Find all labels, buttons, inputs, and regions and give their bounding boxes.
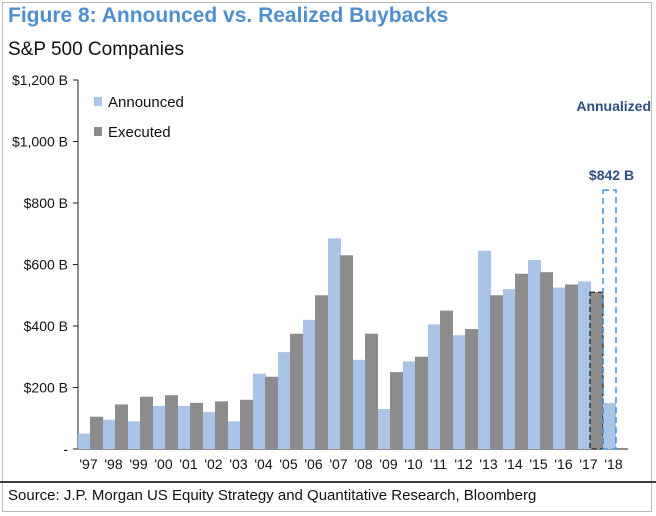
- x-tick-label: '04: [254, 456, 272, 472]
- x-tick-label: '12: [454, 456, 472, 472]
- y-tick-label: -: [63, 441, 68, 457]
- bar-announced: [353, 359, 366, 449]
- x-tick-label: '98: [104, 456, 122, 472]
- bar-executed: [515, 273, 528, 449]
- figure-subtitle: S&P 500 Companies: [8, 39, 185, 60]
- x-tick-label: '15: [529, 456, 547, 472]
- bar-executed: [240, 399, 253, 449]
- x-tick-label: '14: [504, 456, 522, 472]
- figure-title: Figure 8: Announced vs. Realized Buyback…: [8, 4, 449, 27]
- bar-announced: [253, 373, 266, 449]
- bar-announced: [553, 287, 566, 449]
- x-tick-label: '00: [154, 456, 172, 472]
- y-tick-label: $1,200 B: [12, 72, 68, 88]
- bar-announced: [278, 352, 291, 449]
- y-tick-label: $800 B: [24, 195, 68, 211]
- bar-announced: [603, 402, 616, 449]
- bar-announced: [478, 250, 491, 449]
- x-tick-label: '08: [354, 456, 372, 472]
- bar-executed-annualized: [589, 291, 604, 450]
- bar-executed: [415, 356, 428, 449]
- bar-executed: [365, 333, 378, 449]
- bar-executed: [340, 255, 353, 449]
- bar-executed: [490, 295, 503, 449]
- bar-executed: [440, 310, 453, 449]
- bar-executed: [165, 395, 178, 449]
- x-tick-label: '18: [604, 456, 622, 472]
- bar-annualized-outline: [602, 189, 617, 450]
- bar-announced: [78, 433, 91, 449]
- legend-swatch-executed: [94, 127, 102, 136]
- bar-announced: [153, 405, 166, 449]
- y-tick-label: $400 B: [24, 318, 68, 334]
- x-tick-label: '07: [329, 456, 347, 472]
- bar-announced: [103, 419, 116, 449]
- x-tick-label: '99: [129, 456, 147, 472]
- bar-announced: [203, 412, 216, 449]
- x-tick-label: '09: [379, 456, 397, 472]
- legend-swatch-announced: [94, 97, 102, 106]
- x-tick-label: '01: [179, 456, 197, 472]
- x-tick-label: '13: [479, 456, 497, 472]
- y-tick-label: $200 B: [24, 380, 68, 396]
- bar-announced: [178, 405, 191, 449]
- bar-announced: [403, 361, 416, 449]
- legend-label-announced: Announced: [108, 94, 184, 111]
- annualized-value-label: $842 B: [589, 167, 634, 183]
- bar-executed: [540, 272, 553, 449]
- bar-executed: [565, 284, 578, 449]
- bar-announced: [528, 259, 541, 449]
- annualized-label: Annualized: [576, 98, 651, 114]
- y-tick-label: $600 B: [24, 257, 68, 273]
- bar-announced: [578, 281, 591, 449]
- x-tick-label: '11: [430, 456, 447, 472]
- bar-announced: [503, 289, 516, 449]
- bar-executed: [390, 372, 403, 449]
- bar-announced: [128, 421, 141, 449]
- x-tick-label: '10: [404, 456, 422, 472]
- legend-label-executed: Executed: [108, 124, 171, 141]
- x-tick-label: '16: [554, 456, 572, 472]
- bar-announced: [378, 409, 391, 449]
- source-note: Source: J.P. Morgan US Equity Strategy a…: [8, 487, 537, 504]
- bar-executed: [215, 401, 228, 449]
- x-tick-label: '17: [579, 456, 597, 472]
- bar-executed: [290, 333, 303, 449]
- bar-executed: [465, 329, 478, 449]
- bar-executed: [90, 416, 103, 449]
- bar-executed: [190, 402, 203, 449]
- y-tick-label: $1,000 B: [12, 134, 68, 150]
- x-tick-label: '06: [304, 456, 322, 472]
- x-tick-label: '02: [204, 456, 222, 472]
- footer-separator: [0, 481, 656, 483]
- bar-announced: [228, 421, 241, 449]
- bar-announced: [303, 319, 316, 449]
- bar-announced: [428, 324, 441, 449]
- x-tick-label: '03: [229, 456, 247, 472]
- bar-executed: [140, 396, 153, 449]
- bar-executed: [315, 295, 328, 449]
- bar-executed: [265, 376, 278, 449]
- bar-executed: [115, 404, 128, 449]
- bar-announced: [453, 335, 466, 449]
- x-tick-label: '97: [79, 456, 97, 472]
- x-tick-label: '05: [279, 456, 297, 472]
- bar-announced: [328, 238, 341, 449]
